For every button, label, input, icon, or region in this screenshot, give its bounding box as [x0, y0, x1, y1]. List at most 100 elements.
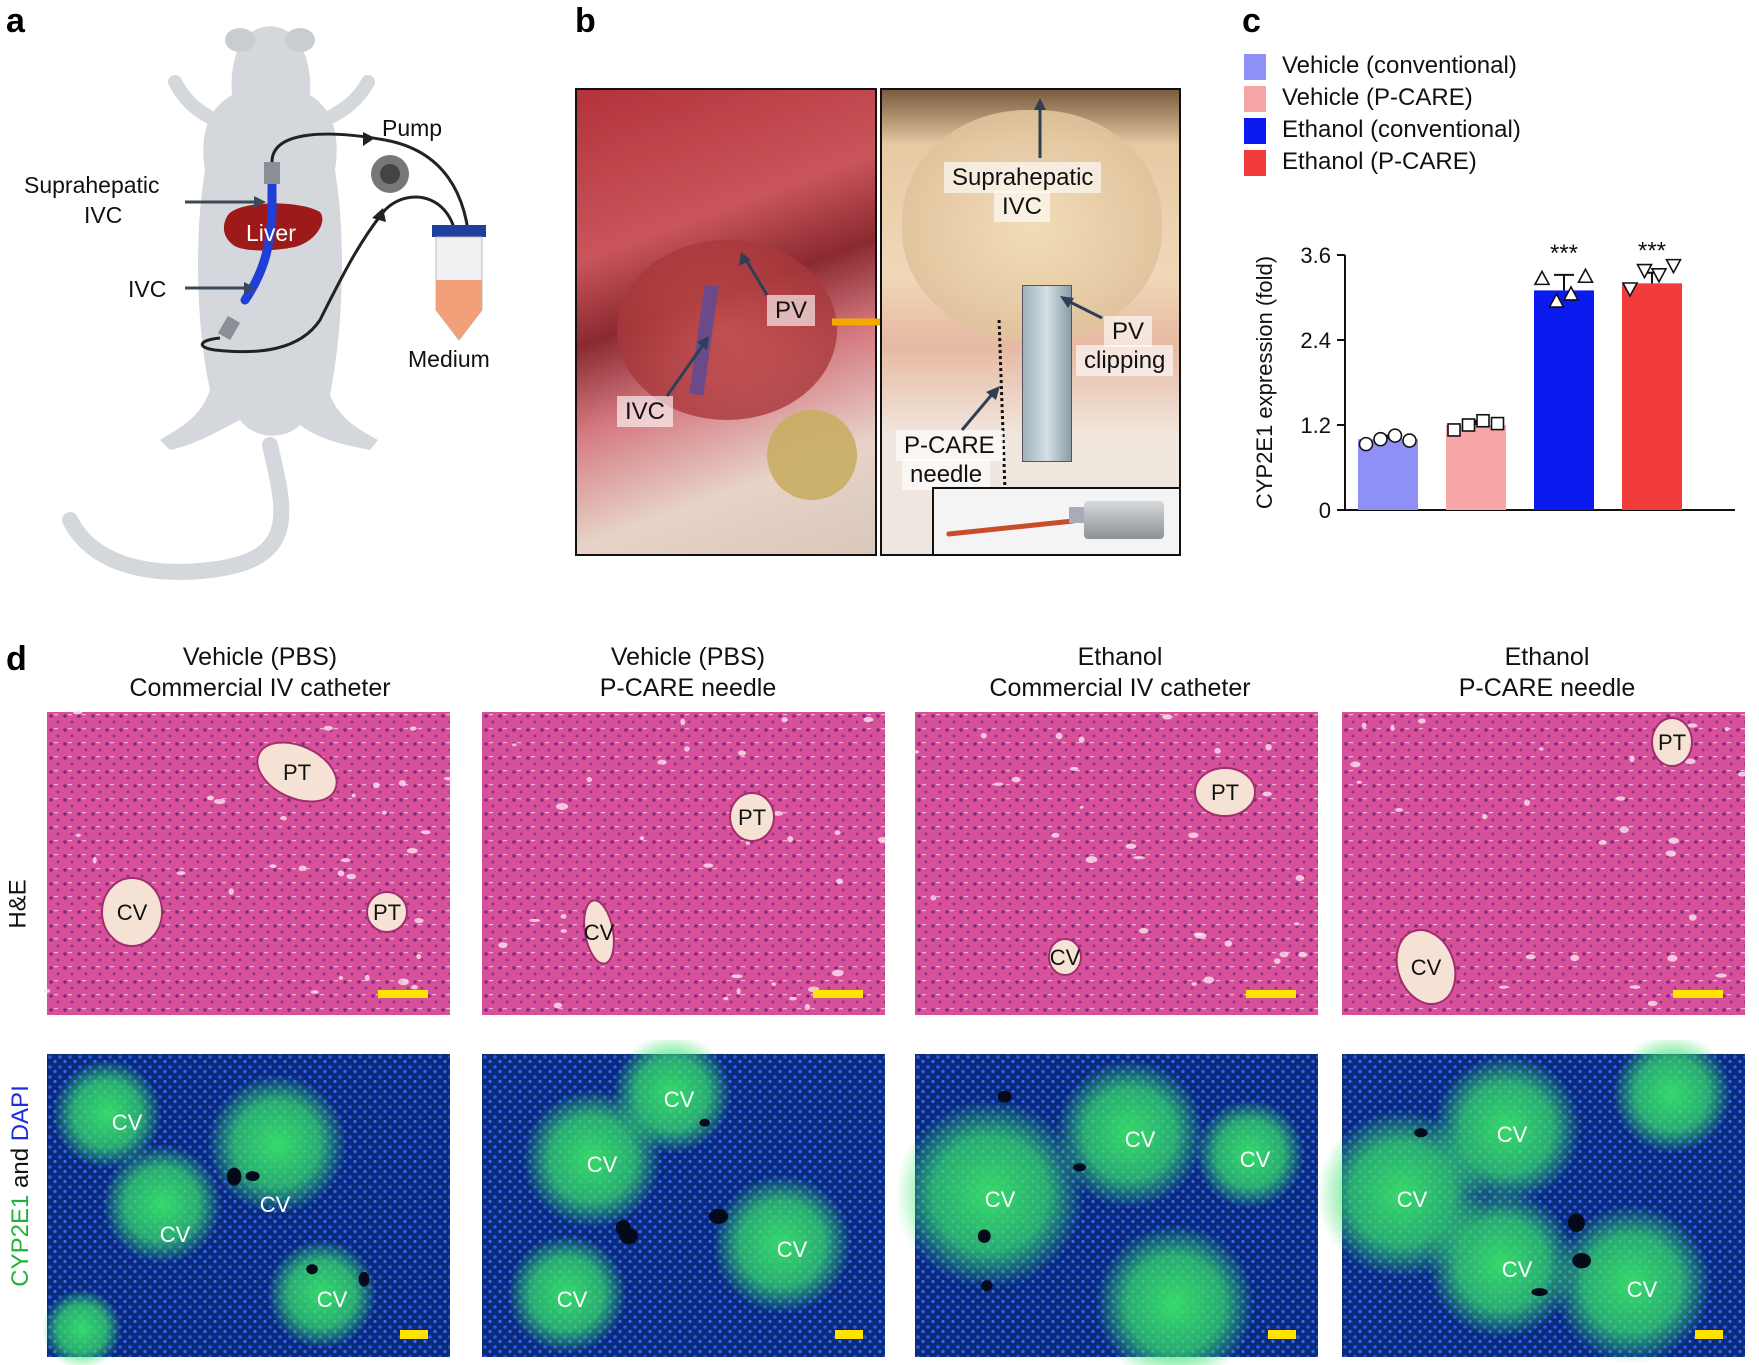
sinusoid — [863, 716, 874, 723]
suprahepatic-connector — [264, 162, 280, 184]
sinusoid — [372, 782, 380, 789]
vessel-label: CV — [1497, 1122, 1528, 1147]
sinusoid — [1295, 874, 1305, 882]
sinusoid — [684, 746, 690, 752]
cyp2e1-zone — [507, 1234, 627, 1354]
data-point — [1373, 431, 1388, 447]
pv-pointer-icon — [739, 252, 751, 266]
vessel-label: PT — [1211, 780, 1239, 805]
sinusoid — [1615, 796, 1626, 801]
vessel-label: CV — [117, 900, 148, 925]
central-vein-lumen — [101, 877, 163, 947]
sinusoid — [993, 782, 1004, 786]
central-vein-lumen — [1395, 929, 1457, 1005]
sinusoid — [804, 1003, 811, 1011]
column-header-line2: Commercial IV catheter — [129, 674, 391, 702]
vessel-hole — [981, 1280, 993, 1292]
pump-label: Pump — [382, 115, 443, 141]
sinusoid — [771, 982, 776, 986]
sinusoid — [1629, 985, 1641, 989]
ivc-pointer-icon — [697, 336, 709, 350]
sinusoid — [1684, 758, 1696, 765]
vessel-label: CV — [985, 1187, 1016, 1212]
scale-bar — [400, 1330, 428, 1339]
significance-label: *** — [1638, 238, 1666, 265]
sinusoid — [1273, 958, 1281, 964]
sinusoid — [1619, 826, 1629, 834]
portal-triad-lumen — [1194, 767, 1256, 817]
sinusoid — [1085, 856, 1098, 864]
vessel-hole — [619, 1227, 638, 1245]
pv-clip-pointer-icon — [1060, 296, 1074, 308]
sinusoid — [1214, 747, 1222, 754]
pv-clip — [1022, 285, 1072, 462]
vessel-label: PT — [1658, 730, 1686, 755]
sinusoid — [1055, 732, 1063, 740]
bar-2 — [1446, 425, 1506, 510]
sinusoid — [414, 917, 424, 924]
sinusoid — [1125, 843, 1137, 849]
cyp2e1-zone — [712, 1174, 852, 1314]
legend-swatch — [1244, 118, 1266, 144]
flow-arrow-1-icon — [363, 132, 375, 146]
he-tissue — [915, 712, 1318, 1015]
vessel-label: CV — [584, 920, 615, 945]
sinusoid — [409, 726, 417, 731]
sinusoid — [1224, 940, 1233, 947]
sinusoid — [834, 830, 841, 835]
sinusoid — [228, 888, 234, 895]
he-tile-3: PT CV — [911, 712, 1318, 1015]
sinusoid — [703, 863, 714, 868]
if-tile-1: CV CV CV CV — [42, 1054, 450, 1365]
sinusoid — [176, 871, 186, 876]
sinusoid — [1737, 771, 1747, 777]
legend-label: Vehicle (conventional) — [1282, 52, 1517, 79]
sinusoid — [280, 815, 287, 821]
cyp2e1-zone — [1195, 1099, 1305, 1209]
column-header-line2: P-CARE needle — [599, 674, 777, 702]
vessel-hole — [358, 1271, 370, 1287]
pv-clipping-tag-line2: clipping — [1076, 345, 1174, 376]
if-tile-4: CV CV CV CV — [1317, 1040, 1745, 1364]
sinusoid — [73, 710, 83, 715]
sinusoid — [1162, 714, 1173, 720]
cyp2e1-zone — [895, 1099, 1085, 1289]
sinusoid — [877, 836, 888, 844]
vessel-label: CV — [1502, 1257, 1533, 1282]
sinusoid — [310, 990, 319, 994]
data-point — [1476, 413, 1490, 428]
portal-triad-lumen — [729, 792, 775, 842]
cyp2e1-zone — [1612, 1040, 1732, 1154]
liver-label: Liver — [246, 220, 296, 246]
sinusoid — [207, 795, 214, 801]
vessel-hole — [226, 1167, 242, 1186]
sinusoid — [1188, 832, 1199, 839]
sinusoid — [1481, 813, 1488, 820]
sinusoid — [340, 858, 351, 863]
needle-pointer-icon — [986, 386, 1000, 400]
ivc-connector — [217, 315, 241, 341]
data-point — [1490, 416, 1505, 431]
panel-a-schematic: Pump Suprahepatic IVC Liver IVC Medium — [0, 0, 560, 600]
he-image-row: PT CV PT PT CV PT CV PT CV — [43, 710, 1747, 1015]
panel-letter-a: a — [6, 2, 25, 40]
sinusoid — [1395, 807, 1403, 812]
sinusoid — [1294, 922, 1300, 926]
vessel-hole — [977, 1229, 991, 1243]
he-tissue — [482, 712, 885, 1015]
sinusoid — [75, 833, 81, 837]
sinusoid — [930, 895, 937, 901]
sinusoid — [1390, 724, 1395, 731]
sinusoid — [498, 942, 508, 949]
sinusoid — [1262, 791, 1272, 797]
he-tile-4: PT CV — [1342, 712, 1747, 1015]
column-header-line1: Vehicle (PBS) — [610, 643, 766, 671]
vessel-hole — [1414, 1128, 1428, 1138]
significance-label: *** — [1550, 240, 1578, 267]
cyp2e1-zone — [102, 1144, 222, 1264]
bar-3 — [1534, 290, 1594, 510]
y-axis-label: CYP2E1 expression (fold) — [1252, 256, 1277, 509]
y-tick-label: 1.2 — [1300, 413, 1331, 438]
legend-swatch — [1244, 54, 1266, 80]
data-point — [1650, 268, 1668, 284]
